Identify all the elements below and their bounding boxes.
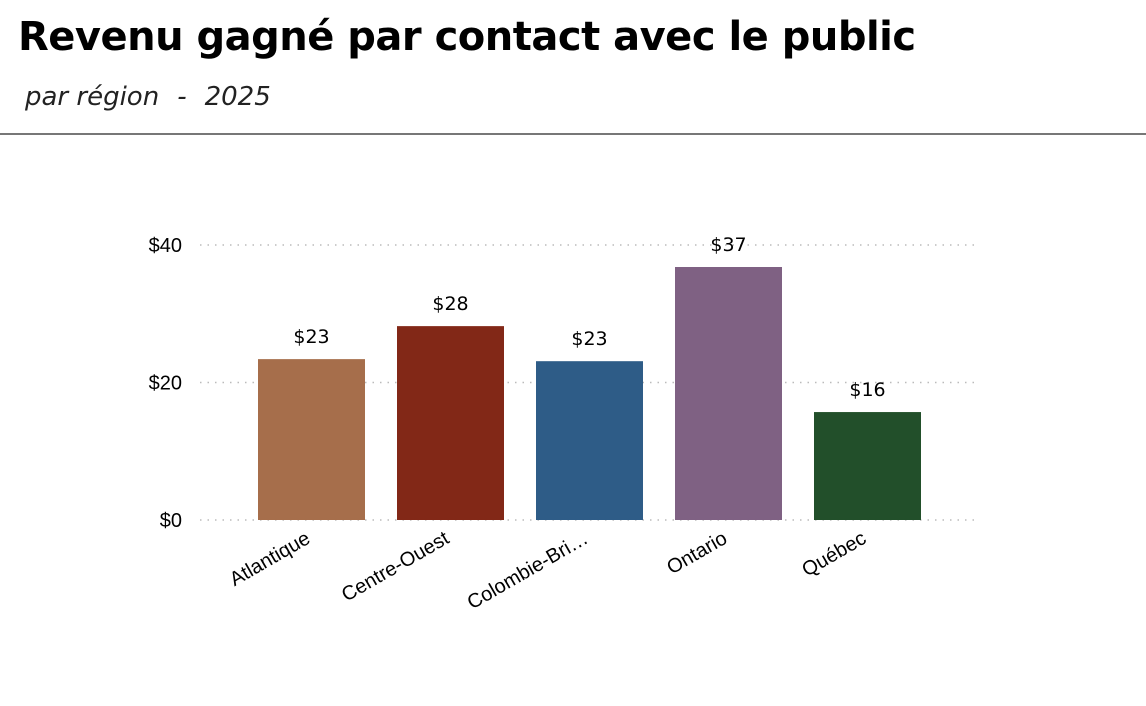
x-tick-label: Québec: [798, 527, 870, 581]
subtitle-separator: -: [177, 82, 187, 112]
data-label: $37: [710, 234, 746, 256]
bar-4: [814, 412, 921, 520]
x-tick-label: Colombie-Bri…: [464, 527, 592, 614]
page-title: Revenu gagné par contact avec le public: [18, 14, 916, 60]
subtitle-year: 2025: [204, 82, 271, 112]
y-tick-label: $40: [149, 235, 182, 257]
data-label: $28: [432, 293, 468, 315]
y-tick-label: $20: [149, 373, 182, 395]
x-tick-label: Ontario: [663, 527, 731, 579]
data-label: $23: [571, 328, 607, 350]
bar-3: [675, 267, 782, 520]
subtitle: par région -2025: [25, 82, 289, 112]
header-divider: [0, 133, 1146, 135]
x-tick-label: Centre-Ouest: [338, 527, 453, 606]
bar-1: [397, 326, 504, 520]
x-tick-label: Atlantique: [226, 527, 314, 591]
y-tick-label: $0: [160, 510, 182, 532]
data-label: $16: [849, 379, 885, 401]
bar-0: [258, 359, 365, 520]
data-label: $23: [293, 326, 329, 348]
subtitle-text: par région: [25, 82, 160, 112]
bar-2: [536, 361, 643, 520]
